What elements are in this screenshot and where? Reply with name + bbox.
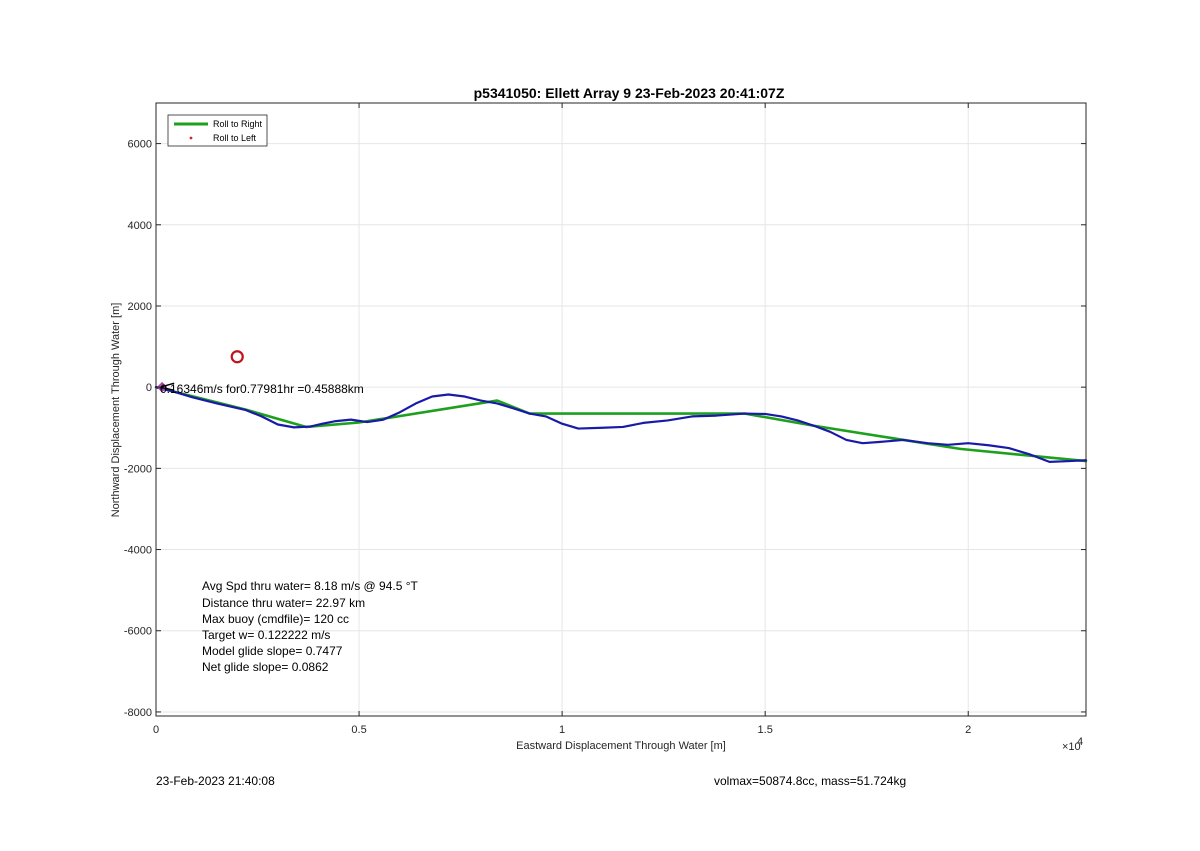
segment-annotation: 0.16346m/s for0.77981hr =0.45888km — [160, 382, 364, 396]
model-glide-text: Model glide slope= 0.7477 — [202, 644, 343, 658]
data-point — [260, 415, 263, 418]
chart-title: p5341050: Ellett Array 9 23-Feb-2023 20:… — [474, 85, 785, 101]
data-point — [862, 442, 864, 444]
data-point — [715, 414, 718, 417]
data-point — [496, 399, 498, 402]
data-point — [561, 423, 563, 425]
axis-ticks: 0 0.5 1 1.5 2 -8000 -6000 -4000 -2000 0 2000 4000 60… — [124, 103, 1086, 736]
x-axis-label: Eastward Displacement Through Water [m] — [516, 740, 726, 752]
data-point — [447, 393, 450, 396]
data-point — [959, 448, 961, 450]
data-point — [878, 441, 880, 443]
data-point — [744, 412, 746, 415]
data-point — [829, 431, 831, 433]
legend: Roll to Right Roll to Left — [167, 114, 268, 147]
net-glide-text: Net glide slope= 0.0862 — [202, 660, 329, 674]
data-point — [216, 402, 218, 405]
data-point — [244, 409, 246, 411]
data-point — [1028, 453, 1030, 455]
y-tick-label: -2000 — [124, 463, 152, 475]
data-point — [813, 425, 815, 427]
data-point — [764, 413, 766, 415]
data-point — [845, 439, 847, 441]
data-point — [642, 422, 644, 424]
data-point — [350, 419, 352, 421]
footer-timestamp: 23-Feb-2023 21:40:08 — [156, 774, 275, 788]
surfacing-circle-marker — [230, 350, 244, 364]
y-tick-label: 0 — [146, 382, 152, 394]
data-point — [967, 442, 969, 444]
data-point — [667, 419, 669, 422]
data-point — [431, 395, 433, 398]
x-tick-label: 2 — [965, 724, 971, 736]
x-tick-label: 1.5 — [758, 724, 773, 736]
legend-label-roll-right: Roll to Right — [213, 119, 263, 129]
data-point — [1008, 447, 1010, 449]
data-point — [780, 415, 783, 418]
data-point — [293, 426, 295, 428]
avg-speed-text: Avg Spd thru water= 8.18 m/s @ 94.5 °T — [202, 579, 419, 593]
data-point — [987, 444, 990, 446]
data-point — [691, 415, 693, 418]
data-point — [277, 423, 279, 426]
stats-annotations: 0.16346m/s for0.77981hr =0.45888km Avg S… — [160, 382, 419, 674]
y-tick-label: -8000 — [124, 707, 152, 719]
data-point — [480, 399, 482, 402]
target-w-text: Target w= 0.122222 m/s — [202, 628, 330, 642]
x-tick-label: 0 — [153, 724, 159, 736]
y-tick-label: 2000 — [128, 301, 152, 313]
data-point — [1069, 460, 1071, 462]
data-point — [309, 425, 311, 428]
data-point — [622, 426, 624, 428]
x-exponent-label: ×10 4 — [1062, 736, 1083, 753]
data-point — [529, 412, 531, 415]
data-point — [464, 395, 466, 398]
data-point — [512, 407, 514, 409]
y-tick-label: -6000 — [124, 626, 152, 638]
x-exponent-power: 4 — [1077, 736, 1083, 748]
data-point — [382, 419, 385, 421]
data-point — [947, 444, 949, 446]
data-point — [334, 420, 336, 422]
series-roll-to-right — [154, 385, 1088, 463]
current-arrow-icon — [159, 382, 175, 391]
y-axis-label: Northward Displacement Through Water [m] — [110, 303, 122, 518]
axes-box — [155, 102, 1087, 717]
data-point — [927, 442, 929, 444]
y-tick-label: 6000 — [128, 139, 152, 151]
data-point — [366, 421, 368, 423]
data-point — [496, 402, 498, 405]
data-point — [602, 427, 604, 429]
x-tick-label: 1 — [559, 724, 565, 736]
x-tick-label: 0.5 — [351, 724, 366, 736]
y-tick-label: 4000 — [128, 220, 152, 232]
footer-volmax-mass: volmax=50874.8cc, mass=51.724kg — [714, 774, 906, 788]
data-point — [399, 411, 401, 413]
grid — [155, 103, 1086, 716]
data-point — [577, 427, 579, 430]
legend-dot-roll-left — [189, 136, 193, 140]
x-exponent-base: ×10 — [1062, 741, 1081, 753]
data-point — [797, 419, 799, 422]
plot-area — [154, 350, 1088, 463]
y-tick-label: -4000 — [124, 545, 152, 557]
data-point — [358, 421, 360, 424]
data-point — [545, 415, 547, 418]
data-point — [321, 423, 324, 425]
legend-label-roll-left: Roll to Left — [213, 133, 257, 143]
max-buoy-text: Max buoy (cmdfile)= 120 cc — [202, 612, 349, 626]
data-point — [191, 396, 194, 398]
data-point — [1048, 461, 1051, 463]
data-point — [171, 390, 173, 392]
legend-box — [167, 114, 268, 147]
distance-text: Distance thru water= 22.97 km — [202, 596, 365, 610]
data-point — [902, 439, 904, 441]
data-point — [415, 402, 417, 405]
